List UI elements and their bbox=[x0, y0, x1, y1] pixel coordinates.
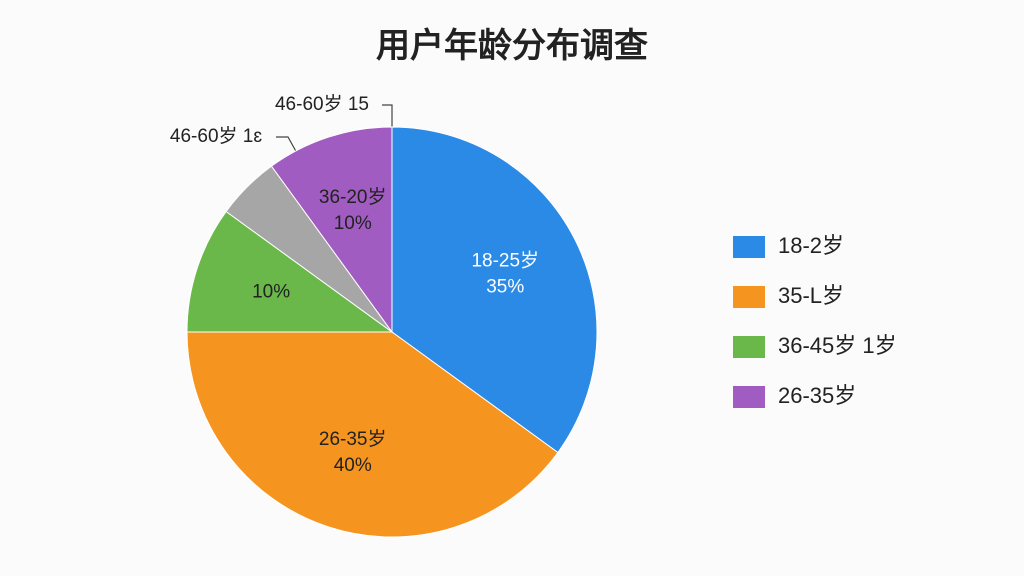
pie-slice bbox=[186, 210, 394, 333]
annotation: 46-60岁 1ɛ bbox=[170, 125, 262, 147]
legend-swatch bbox=[733, 336, 765, 358]
callout-line bbox=[382, 104, 393, 128]
value-label: 40% bbox=[334, 455, 372, 476]
slice-label: 18-25岁 bbox=[471, 249, 539, 271]
callout-line bbox=[276, 136, 299, 156]
slice-label: 26-35岁 bbox=[319, 428, 387, 450]
legend-label: 35-L岁 bbox=[778, 283, 844, 308]
legend-label: 26-35岁 bbox=[778, 383, 856, 408]
pie-slice bbox=[391, 126, 598, 454]
slice-label: 36-20岁 bbox=[319, 186, 387, 208]
legend-swatch bbox=[733, 286, 765, 308]
pie-slice bbox=[186, 331, 559, 538]
legend-label: 18-2岁 bbox=[778, 233, 844, 258]
chart-title: 用户年龄分布调查 bbox=[376, 27, 648, 65]
value-label: 10% bbox=[334, 213, 372, 234]
value-label: 10% bbox=[252, 282, 290, 303]
legend-label: 36-45岁 1岁 bbox=[778, 333, 897, 358]
pie-slice bbox=[270, 126, 393, 334]
legend-swatch bbox=[733, 386, 765, 408]
legend-swatch bbox=[733, 236, 765, 258]
annotation: 46-60岁 15 bbox=[275, 93, 369, 115]
value-label: 35% bbox=[486, 276, 524, 297]
